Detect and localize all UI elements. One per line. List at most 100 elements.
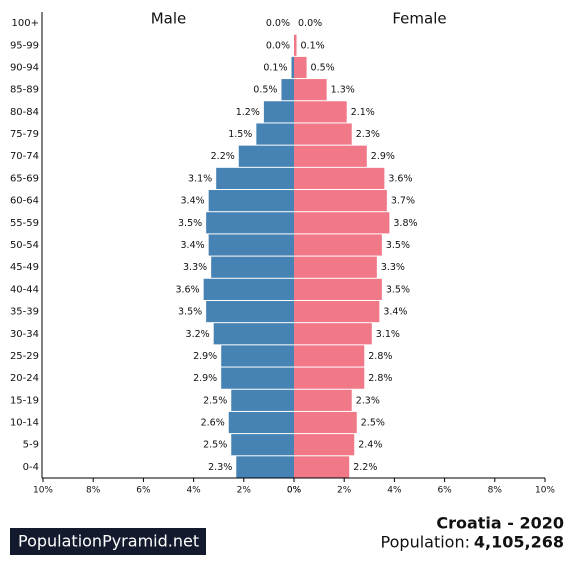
- value-label: 3.5%: [178, 218, 202, 229]
- value-label: 2.3%: [356, 129, 380, 140]
- bar: [263, 101, 294, 123]
- bar: [203, 278, 294, 300]
- bar: [294, 345, 365, 367]
- bar: [208, 190, 294, 212]
- population-value: 4,105,268: [474, 533, 564, 552]
- value-label: 2.5%: [203, 440, 227, 451]
- bar: [213, 323, 294, 345]
- y-tick-label: 30-34: [10, 329, 39, 340]
- bar: [294, 323, 372, 345]
- value-label: 1.2%: [236, 107, 260, 118]
- bar: [294, 123, 352, 145]
- bar: [211, 256, 294, 278]
- bar: [228, 411, 294, 434]
- bar: [294, 278, 382, 300]
- value-label: 2.9%: [193, 373, 217, 384]
- value-label: 3.5%: [178, 307, 202, 318]
- value-label: 2.1%: [351, 107, 375, 118]
- bar: [294, 367, 365, 389]
- value-label: 2.9%: [371, 151, 395, 162]
- bar: [294, 389, 352, 411]
- value-label: 1.5%: [228, 129, 252, 140]
- value-label: 0.0%: [266, 40, 290, 51]
- value-label: 3.6%: [388, 173, 412, 184]
- x-tick-label: 10%: [535, 486, 555, 496]
- x-tick-label: 2%: [237, 486, 252, 496]
- y-tick-label: 60-64: [10, 196, 39, 207]
- x-tick-label: 8%: [86, 486, 101, 496]
- value-label: 1.3%: [331, 85, 355, 96]
- chart-title: Croatia - 2020: [436, 514, 564, 533]
- value-label: 2.5%: [361, 418, 385, 429]
- value-label: 2.8%: [368, 373, 392, 384]
- value-label: 0.5%: [311, 62, 335, 73]
- value-label: 3.2%: [186, 329, 210, 340]
- brand-box: [10, 528, 206, 555]
- y-tick-label: 65-69: [10, 173, 39, 184]
- bar: [294, 300, 380, 323]
- bar: [231, 389, 294, 411]
- bar: [294, 79, 327, 101]
- population-label: Population:: [381, 533, 470, 552]
- x-tick-label: 4%: [186, 486, 201, 496]
- value-label: 3.5%: [386, 284, 410, 295]
- value-label: 3.8%: [393, 218, 417, 229]
- bar: [294, 234, 382, 256]
- bar: [221, 345, 294, 367]
- value-label: 3.7%: [391, 196, 415, 207]
- bar: [208, 234, 294, 256]
- bar: [231, 434, 294, 456]
- x-tick-label: 8%: [488, 486, 503, 496]
- y-tick-label: 95-99: [10, 40, 39, 51]
- bar: [294, 190, 387, 212]
- value-label: 3.4%: [181, 196, 205, 207]
- x-tick-label: 6%: [437, 486, 452, 496]
- value-label: 0.5%: [253, 85, 277, 96]
- bar: [221, 367, 294, 389]
- value-label: 2.8%: [368, 351, 392, 362]
- bar: [294, 145, 367, 167]
- bar: [294, 56, 307, 79]
- bar: [206, 300, 294, 323]
- y-tick-label: 35-39: [10, 307, 39, 318]
- bar: [294, 34, 297, 56]
- x-tick-label: 2%: [337, 486, 352, 496]
- bar: [294, 101, 347, 123]
- y-tick-label: 20-24: [10, 373, 39, 384]
- legend-label: Female: [392, 10, 446, 28]
- value-label: 3.6%: [175, 284, 199, 295]
- value-label: 3.4%: [383, 307, 407, 318]
- y-tick-label: 0-4: [23, 462, 39, 473]
- value-label: 3.3%: [381, 262, 405, 273]
- y-tick-label: 100+: [12, 18, 39, 29]
- brand: PopulationPyramid.net: [18, 532, 199, 551]
- x-tick-label: 6%: [136, 486, 151, 496]
- value-label: 2.3%: [208, 462, 232, 473]
- y-tick-label: 70-74: [10, 151, 39, 162]
- value-label: 0.1%: [301, 40, 325, 51]
- value-label: 3.3%: [183, 262, 207, 273]
- bar: [294, 256, 377, 278]
- y-tick-label: 25-29: [10, 351, 39, 362]
- y-tick-label: 75-79: [10, 129, 39, 140]
- y-tick-label: 50-54: [10, 240, 39, 251]
- value-label: 2.2%: [353, 462, 377, 473]
- value-label: 3.4%: [181, 240, 205, 251]
- value-label: 0.0%: [266, 18, 290, 29]
- value-label: 3.1%: [188, 173, 212, 184]
- value-label: 3.5%: [386, 240, 410, 251]
- bar: [294, 411, 357, 434]
- value-label: 3.1%: [376, 329, 400, 340]
- value-label: 0.0%: [298, 18, 322, 29]
- y-tick-label: 5-9: [23, 440, 39, 451]
- y-tick-label: 55-59: [10, 218, 39, 229]
- x-tick-label: 10%: [33, 486, 53, 496]
- bar: [216, 167, 294, 190]
- bar: [294, 167, 385, 190]
- y-tick-label: 85-89: [10, 85, 39, 96]
- value-label: 2.6%: [201, 418, 225, 429]
- value-label: 0.1%: [263, 62, 287, 73]
- bar: [206, 212, 294, 234]
